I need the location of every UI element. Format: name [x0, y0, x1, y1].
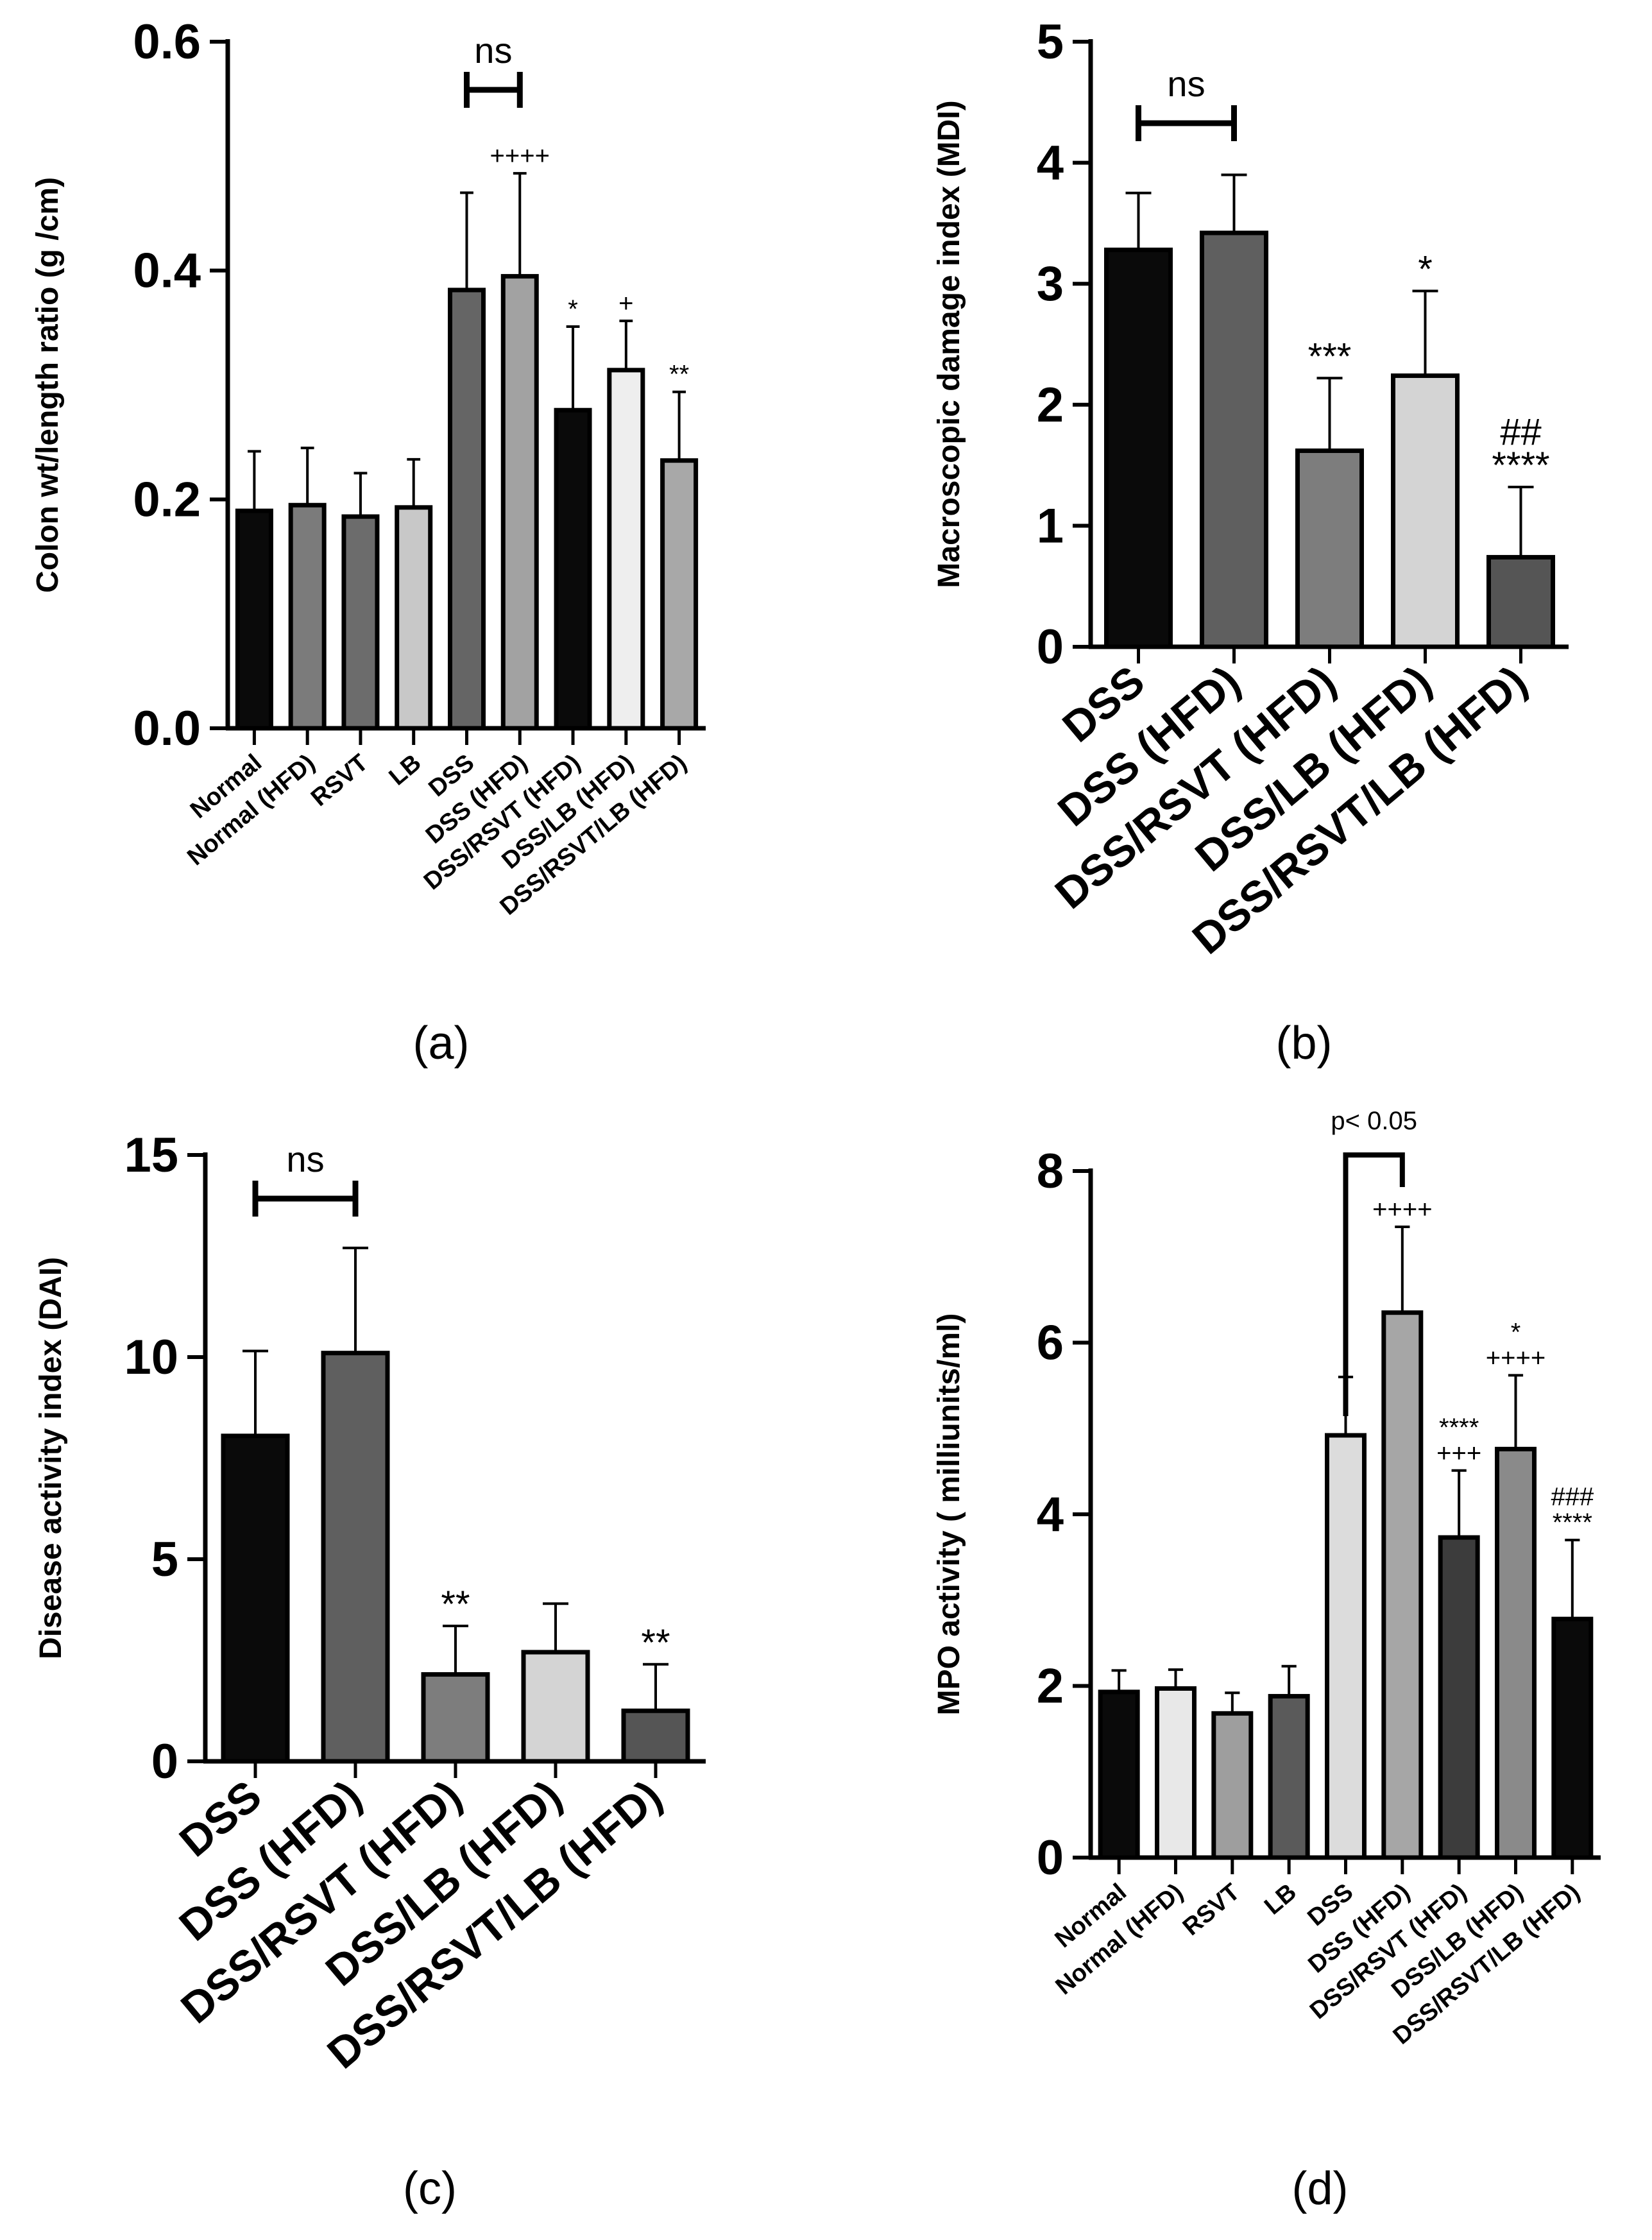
y-tick-label: 15 [124, 1128, 178, 1183]
significance-label: **** [1492, 445, 1549, 486]
y-tick-label: 0.6 [133, 15, 201, 69]
significance-label: *** [1308, 336, 1352, 377]
bar [1098, 1689, 1140, 1860]
significance-label: ++++ [1486, 1344, 1546, 1372]
significance-label: **** [1439, 1414, 1479, 1442]
bar [621, 1708, 690, 1764]
significance-label: * [568, 295, 578, 323]
bar [1211, 1711, 1254, 1860]
y-tick-label: 0 [1037, 1831, 1064, 1885]
bar [500, 274, 539, 731]
y-tick-label: 10 [124, 1330, 178, 1385]
x-tick-label: LB [1259, 1879, 1302, 1920]
bar [1495, 1446, 1537, 1860]
y-axis-title: Macroscopic damage index (MDI) [932, 100, 966, 588]
bracket-label: p< 0.05 [1331, 1107, 1417, 1135]
bar [1104, 247, 1173, 649]
panel-label: (a) [413, 1018, 470, 1069]
comparison-bracket [1343, 1152, 1405, 1416]
y-axis-title: Colon wt/length ratio (g /cm) [31, 177, 65, 593]
bar [1295, 448, 1364, 649]
comparison-bracket [1136, 105, 1237, 141]
significance-label: ### [1551, 1483, 1594, 1511]
significance-label: ++++ [490, 142, 550, 170]
y-tick-label: 4 [1037, 136, 1064, 191]
significance-label: ** [641, 1622, 670, 1664]
y-tick-label: 6 [1037, 1316, 1064, 1371]
y-tick-label: 5 [1037, 15, 1064, 69]
y-tick-label: 0 [1037, 620, 1064, 674]
bar [288, 502, 327, 731]
bar [1486, 554, 1555, 649]
significance-label: **** [1553, 1509, 1592, 1537]
significance-label: ** [669, 361, 689, 389]
bar [554, 407, 592, 731]
y-tick-label: 0.4 [133, 244, 201, 298]
x-tick-label: LB [384, 749, 427, 791]
bar [660, 458, 699, 731]
significance-label: ** [441, 1584, 470, 1625]
bar [235, 508, 273, 731]
significance-label: * [1511, 1318, 1521, 1346]
bar [607, 368, 645, 731]
bar [1325, 1433, 1367, 1860]
bar [395, 505, 433, 731]
bar [1551, 1616, 1594, 1860]
bar [1200, 230, 1268, 649]
significance-label: + [618, 289, 633, 318]
x-tick-label: RSVT [1178, 1879, 1245, 1941]
bar [1391, 373, 1460, 649]
y-tick-label: 2 [1037, 1659, 1064, 1714]
significance-label: ## [1500, 411, 1542, 453]
significance-label: * [1418, 249, 1433, 291]
bar [341, 514, 380, 731]
x-tick-label: RSVT [306, 749, 373, 812]
bar [1381, 1310, 1424, 1860]
y-tick-label: 0.2 [133, 472, 201, 527]
y-tick-label: 0 [151, 1734, 178, 1789]
y-axis-title: Disease activity index (DAI) [34, 1257, 68, 1659]
bar [321, 1351, 390, 1764]
bar [421, 1672, 490, 1764]
comparison-bracket [252, 1181, 359, 1217]
panel-label: (c) [403, 2163, 457, 2214]
y-tick-label: 4 [1037, 1487, 1064, 1542]
panel-label: (b) [1276, 1018, 1333, 1069]
bar [221, 1433, 290, 1764]
y-tick-label: 8 [1037, 1144, 1064, 1199]
y-tick-label: 1 [1037, 499, 1064, 553]
bar [1155, 1686, 1196, 1860]
y-tick-label: 0.0 [133, 701, 201, 756]
bar [1438, 1535, 1480, 1860]
y-tick-label: 2 [1037, 378, 1064, 432]
bar [1268, 1694, 1310, 1860]
y-axis-title: MPO activity ( milliunits/ml) [932, 1313, 966, 1716]
significance-label: +++ [1436, 1439, 1481, 1467]
significance-label: ++++ [1372, 1195, 1432, 1224]
bracket-label: ns [474, 30, 512, 71]
y-tick-label: 5 [151, 1532, 178, 1587]
y-tick-label: 3 [1037, 257, 1064, 311]
comparison-bracket [464, 72, 523, 108]
bracket-label: ns [1167, 64, 1205, 104]
bar [448, 287, 486, 731]
bracket-label: ns [286, 1139, 324, 1179]
panel-label: (d) [1292, 2163, 1349, 2214]
chart-panel-a: 0.0 0.2 0.4 0.6 Colon wt/length ratio (g /cm… [31, 15, 706, 1069]
bar [521, 1650, 590, 1764]
